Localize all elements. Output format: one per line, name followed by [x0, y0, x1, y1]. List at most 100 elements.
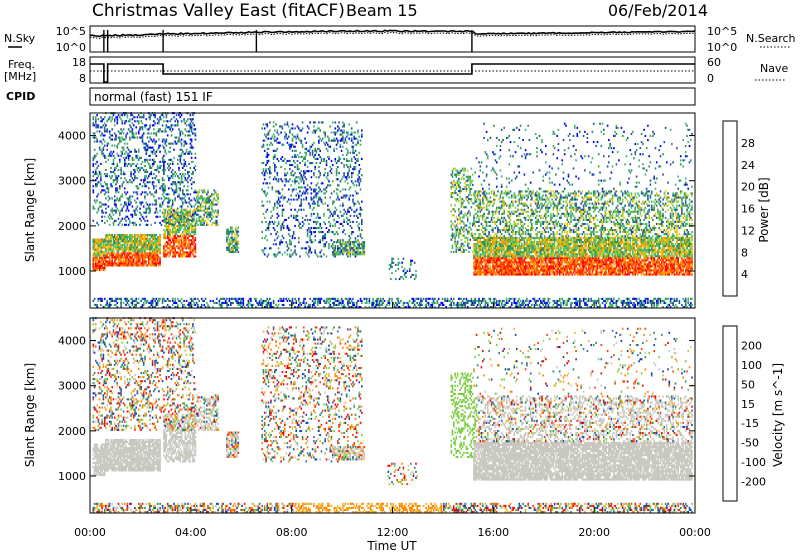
cell [301, 176, 304, 179]
cell [272, 243, 275, 246]
cell [169, 128, 171, 131]
cell [339, 180, 342, 183]
cell [170, 222, 173, 225]
cell [169, 215, 171, 218]
cell [153, 128, 155, 131]
cell [171, 175, 174, 178]
cell [460, 198, 463, 201]
cell [470, 167, 473, 170]
cell [508, 245, 511, 248]
cell [100, 246, 102, 249]
cell [468, 242, 470, 245]
cell [454, 220, 456, 223]
cell [111, 152, 113, 155]
cell [100, 238, 102, 241]
cell [289, 129, 291, 132]
cell [180, 205, 183, 208]
cell [136, 260, 139, 263]
cell [180, 241, 183, 244]
cell [127, 154, 130, 157]
cell [319, 188, 321, 191]
cell [296, 159, 299, 162]
cell [178, 255, 180, 258]
cell [261, 220, 263, 223]
cell [329, 222, 332, 225]
cell [332, 243, 334, 246]
cell [335, 178, 338, 181]
cell [144, 175, 146, 178]
cell [124, 160, 126, 163]
cell [142, 260, 145, 263]
cell [166, 253, 169, 256]
cell [521, 267, 523, 270]
cell [177, 239, 179, 242]
cell [521, 265, 523, 268]
cell [284, 184, 286, 187]
cell [100, 240, 102, 243]
cell [139, 236, 141, 239]
cell [108, 238, 111, 241]
cell [193, 214, 195, 217]
cell [163, 199, 165, 202]
cell [529, 245, 532, 248]
cell [154, 234, 156, 237]
cell [136, 177, 139, 180]
cell [282, 227, 285, 230]
cell [161, 124, 164, 127]
cell [102, 256, 105, 259]
cell [280, 125, 282, 128]
cell [175, 187, 178, 190]
cell [115, 236, 117, 239]
cell [345, 212, 348, 215]
cell [347, 210, 349, 213]
cell [211, 193, 213, 196]
cell [342, 145, 344, 148]
cell [450, 220, 453, 223]
cell [237, 240, 240, 243]
cell [182, 241, 184, 244]
cell [451, 173, 454, 176]
cell [458, 248, 460, 251]
cell [209, 195, 212, 198]
cell [305, 198, 308, 201]
cell [523, 236, 526, 239]
cell [155, 244, 158, 247]
cell [179, 154, 182, 157]
cell [281, 235, 284, 238]
cell [299, 255, 301, 258]
cell [485, 265, 488, 268]
cell [130, 213, 132, 216]
cell [504, 253, 507, 256]
cell [117, 175, 120, 178]
cell [166, 241, 169, 244]
cell [504, 245, 507, 248]
cell [117, 256, 120, 259]
cell [323, 220, 325, 223]
cell [277, 235, 280, 238]
cell [355, 192, 358, 195]
cell [124, 242, 126, 245]
cell [314, 235, 316, 238]
cell [200, 201, 203, 204]
cell [503, 251, 505, 254]
cell [281, 214, 284, 217]
cell [170, 237, 173, 240]
cell [308, 222, 310, 225]
cell [357, 251, 359, 254]
cell [458, 236, 460, 239]
cell [103, 266, 106, 269]
cell [189, 245, 192, 248]
cell [137, 122, 140, 125]
cell [294, 224, 296, 227]
cell [97, 264, 100, 267]
cell [335, 253, 338, 256]
cell [111, 250, 113, 253]
cell [165, 152, 168, 155]
cell [471, 224, 474, 227]
cell [335, 172, 338, 175]
cell [514, 249, 517, 252]
cell [170, 224, 173, 227]
cell [318, 147, 320, 150]
cell [495, 257, 498, 260]
cell [490, 269, 493, 272]
